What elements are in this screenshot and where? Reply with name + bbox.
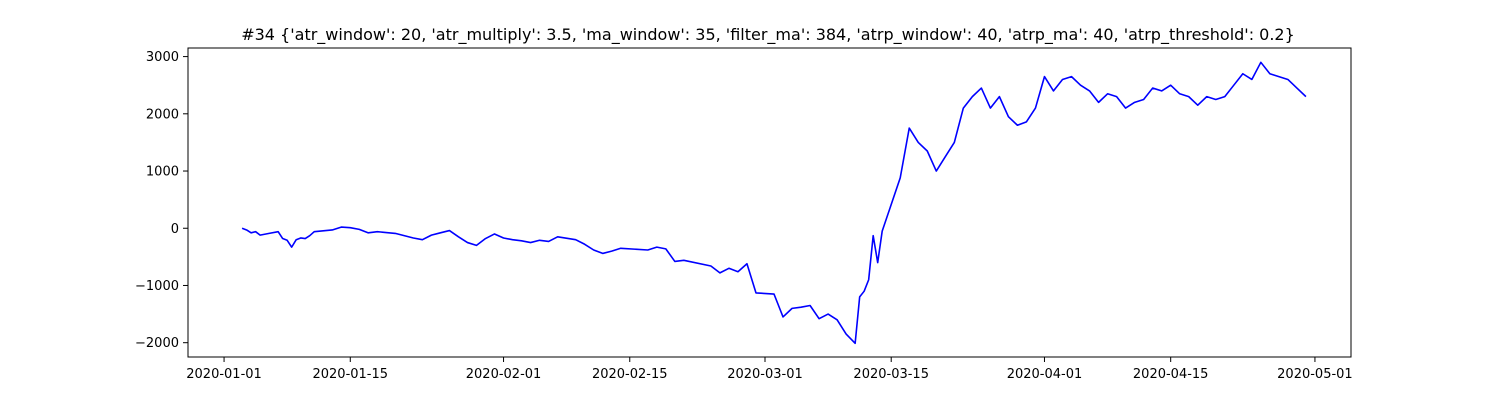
series-line-0	[241, 61, 1307, 345]
y-tick-label: 0	[171, 222, 179, 237]
plot-area	[241, 61, 1307, 345]
chart-title: #34 {'atr_window': 20, 'atr_multiply': 3…	[241, 25, 1295, 45]
x-tick-label: 2020-03-01	[727, 367, 803, 382]
y-tick-label: −1000	[135, 279, 179, 294]
x-tick-label: 2020-04-01	[1007, 367, 1083, 382]
x-tick-label: 2020-01-15	[312, 367, 388, 382]
x-tick-label: 2020-01-01	[186, 367, 262, 382]
x-axis: 2020-01-01 2020-01-15 2020-02-01 2020-02-15…	[186, 357, 1353, 382]
y-tick-label: −2000	[135, 336, 179, 351]
x-tick-label: 2020-05-01	[1277, 367, 1353, 382]
y-tick-label: 1000	[146, 165, 179, 180]
plot-frame	[187, 47, 1352, 358]
x-tick-label: 2020-03-15	[853, 367, 929, 382]
x-tick-label: 2020-02-15	[592, 367, 668, 382]
x-tick-label: 2020-04-15	[1133, 367, 1209, 382]
y-tick-label: 2000	[146, 107, 179, 122]
y-tick-label: 3000	[146, 50, 179, 65]
y-axis: −2000 −1000 0 1000 2000 3000	[135, 50, 188, 351]
x-tick-label: 2020-02-01	[466, 367, 542, 382]
